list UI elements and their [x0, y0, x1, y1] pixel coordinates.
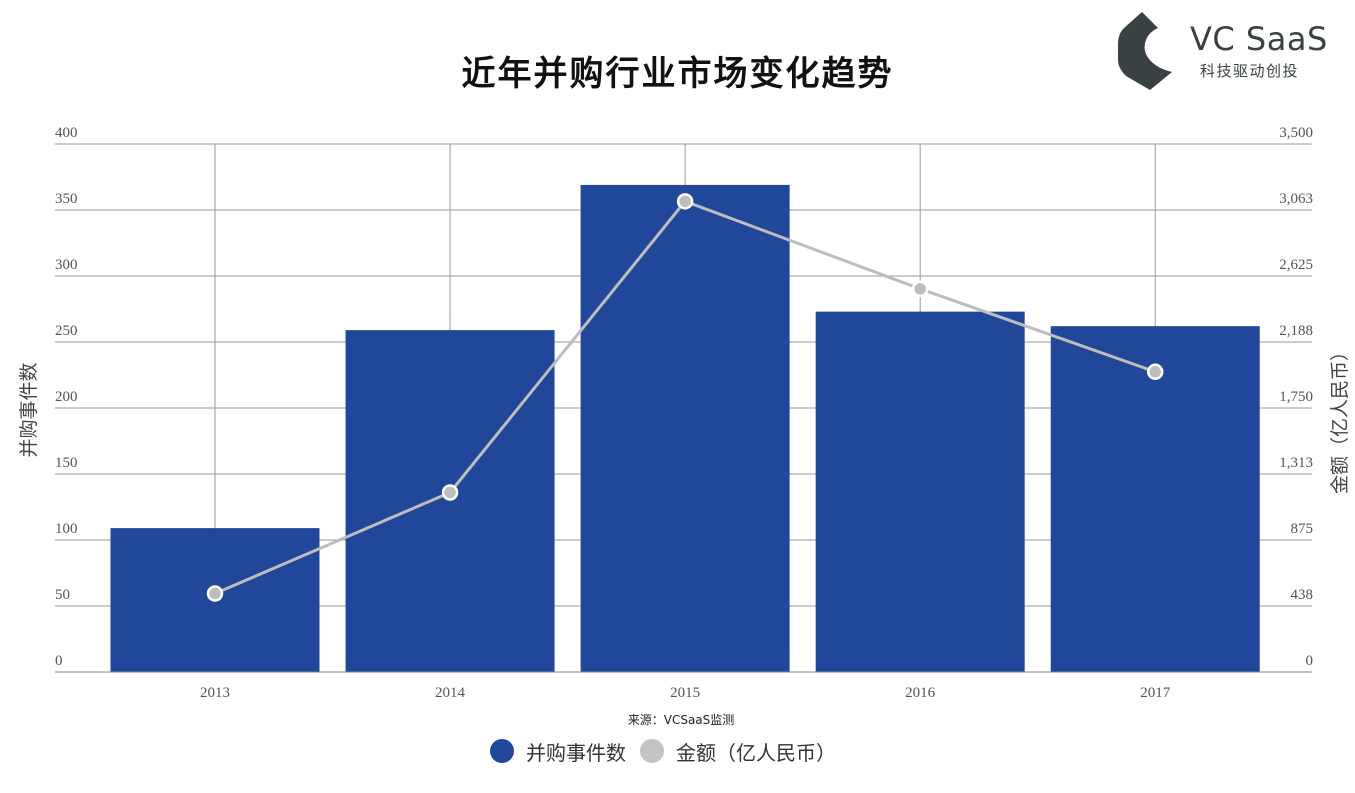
bar-deals: [345, 330, 555, 672]
x-tick-label: 2015: [670, 685, 700, 701]
point-amount: [911, 280, 929, 298]
point-amount: [676, 193, 694, 210]
x-tick-label: 2016: [905, 685, 936, 701]
y-axis-title-right: 金额（亿人民币）: [1329, 342, 1351, 494]
chart-title: 近年并购行业市场变化趋势: [461, 54, 894, 94]
bar-deals: [580, 184, 790, 673]
y-tick-label-left: 100: [55, 521, 78, 537]
logo-mark-icon: [1118, 12, 1172, 90]
point-amount: [1146, 363, 1164, 381]
y-tick-label-left: 50: [55, 587, 70, 603]
y-tick-label-left: 0: [55, 653, 63, 669]
vc-saas-logo: VC SaaS 科技驱动创投: [1116, 10, 1336, 94]
bar-deals: [1050, 326, 1260, 672]
legend-item-amount[interactable]: 金额（亿人民币）: [640, 737, 836, 766]
y-tick-label-left: 250: [55, 323, 78, 339]
y-tick-label-left: 150: [55, 455, 78, 471]
legend-item-deals[interactable]: 并购事件数: [490, 737, 626, 766]
chart-legend: 并购事件数 金额（亿人民币）: [490, 735, 850, 767]
y-tick-label-right: 875: [1291, 521, 1314, 537]
y-tick-label-left: 300: [55, 257, 78, 273]
y-tick-label-right: 1,750: [1279, 389, 1313, 405]
legend-dot-amount-icon: [640, 739, 664, 763]
point-amount: [206, 585, 224, 602]
y-tick-label-left: 200: [55, 389, 78, 405]
y-tick-label-right: 3,500: [1279, 125, 1313, 141]
bar-deals: [815, 311, 1025, 672]
y-tick-label-right: 1,313: [1279, 455, 1313, 471]
x-tick-label: 2014: [435, 685, 466, 701]
legend-label-amount: 金额（亿人民币）: [676, 740, 836, 765]
point-amount: [441, 484, 459, 501]
y-tick-label-right: 438: [1291, 587, 1314, 603]
source-note: 来源：VCSaaS监测: [627, 713, 735, 727]
y-tick-label-left: 350: [55, 191, 78, 207]
y-tick-label-right: 0: [1306, 653, 1314, 669]
legend-dot-deals-icon: [490, 739, 514, 763]
y-tick-label-right: 2,625: [1279, 257, 1313, 273]
legend-label-deals: 并购事件数: [526, 740, 626, 765]
x-tick-label: 2017: [1140, 685, 1171, 701]
y-tick-label-left: 400: [55, 125, 78, 141]
y-tick-label-right: 3,063: [1279, 191, 1313, 207]
logo-tagline: 科技驱动创投: [1200, 62, 1300, 80]
y-tick-label-right: 2,188: [1279, 323, 1313, 339]
logo-name: VC SaaS: [1190, 20, 1328, 58]
x-tick-label: 2013: [200, 685, 230, 701]
y-axis-title-left: 并购事件数: [18, 362, 40, 457]
